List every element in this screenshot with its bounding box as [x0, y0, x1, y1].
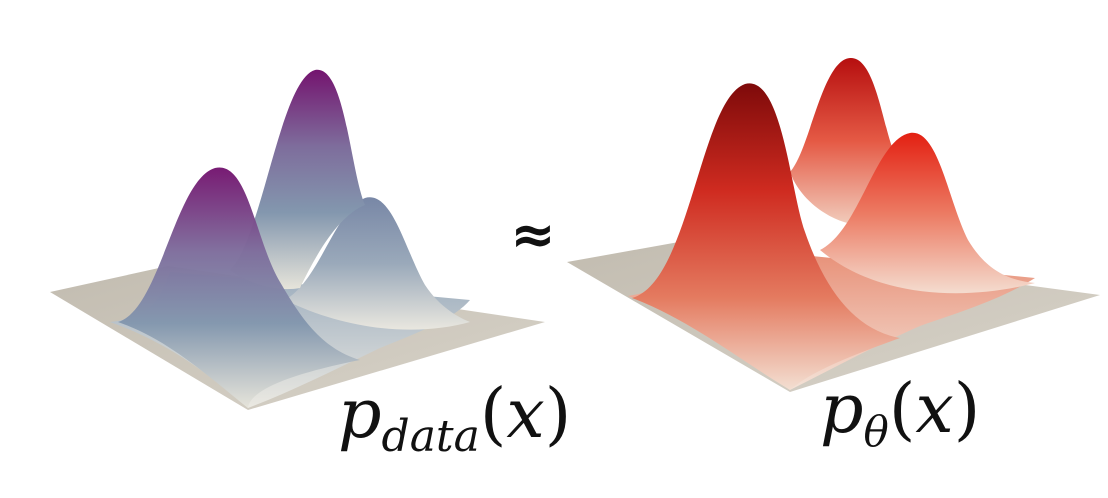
- right-peak-front: [632, 83, 900, 390]
- label-p-theta-close-paren: ): [954, 370, 981, 449]
- left-density-surface: [50, 69, 545, 410]
- label-p-theta-base: p: [820, 370, 864, 449]
- label-p-data-open-paren: (: [480, 375, 507, 454]
- label-p-data-subscript: data: [382, 411, 480, 462]
- label-p-data-base: p: [338, 375, 382, 454]
- label-p-data: pdata(x): [338, 375, 571, 462]
- svg-text:pdata(x): pdata(x): [338, 375, 571, 462]
- approx-symbol: ≈: [510, 203, 555, 266]
- right-density-surface: [567, 57, 1100, 392]
- right-peak-back: [790, 57, 895, 225]
- right-peak-right: [820, 132, 1035, 294]
- label-p-theta-subscript: θ: [864, 407, 889, 456]
- label-p-theta-open-paren: (: [889, 370, 916, 449]
- left-peak-small: [285, 197, 470, 330]
- left-peak-tall: [230, 69, 365, 290]
- svg-text:pθ(x): pθ(x): [820, 370, 980, 456]
- label-p-theta: pθ(x): [820, 370, 980, 456]
- label-p-theta-arg: x: [915, 370, 953, 449]
- label-p-data-arg: x: [506, 375, 544, 454]
- label-p-data-close-paren: ): [545, 375, 572, 454]
- left-peak-front: [118, 167, 360, 408]
